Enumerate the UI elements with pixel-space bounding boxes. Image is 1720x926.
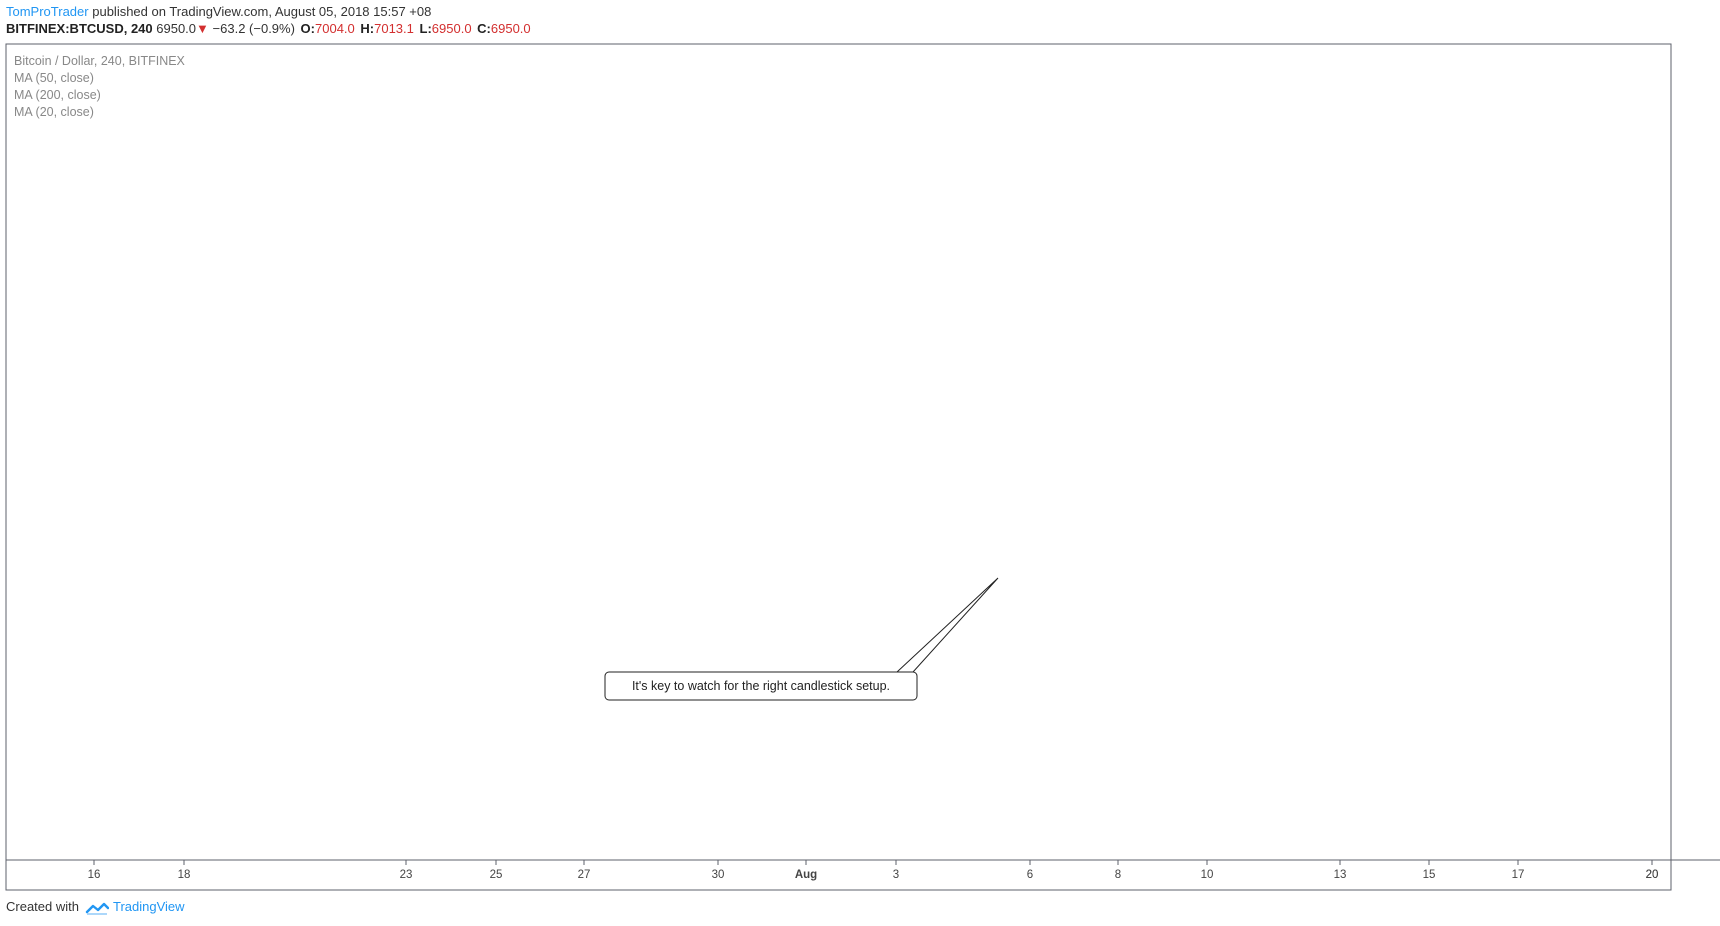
time-tick-label: 25	[490, 869, 503, 881]
tradingview-link[interactable]: TradingView	[112, 899, 185, 914]
callout-text: It's key to watch for the right candlest…	[632, 679, 890, 693]
legend-ma-200: MA (200, close)	[14, 88, 101, 102]
time-tick-label: Aug	[795, 869, 817, 881]
time-tick-label: 3	[893, 869, 899, 881]
close-label: C:	[477, 21, 491, 36]
publish-line: TomProTrader published on TradingView.co…	[6, 4, 431, 19]
time-tick-label: 30	[712, 869, 725, 881]
high-value: 7013.1	[374, 21, 414, 36]
annotations: It's key to watch for the right candlest…	[604, 577, 999, 701]
callout-pointer	[896, 577, 999, 673]
low-value: 6950.0	[431, 21, 472, 36]
high-label: H:	[360, 21, 375, 36]
time-tick-label: 13	[1334, 869, 1347, 881]
time-tick-label: 23	[400, 869, 413, 881]
symbol-line: BITFINEX:BTCUSD, 240 6950.0▼ −63.2 (−0.9…	[6, 21, 531, 36]
open-value: 7004.0	[315, 21, 355, 36]
callout-box[interactable]	[604, 671, 918, 701]
open-label: O:	[300, 21, 315, 36]
time-tick-label: 20	[1646, 869, 1659, 881]
time-tick-label: 15	[1423, 869, 1436, 881]
author-link[interactable]: TomProTrader	[6, 4, 89, 19]
published-text: published on TradingView.com, August 05,…	[92, 4, 432, 19]
time-tick-label: 20	[1646, 869, 1659, 881]
created-with-text: Created with	[6, 899, 79, 914]
plot-frame	[5, 43, 1672, 891]
symbol-label: BITFINEX:BTCUSD, 240	[6, 21, 153, 36]
last-price: 6950.0	[156, 21, 197, 36]
time-tick-label: 27	[578, 869, 591, 881]
triangle-down-icon: ▼	[196, 21, 209, 36]
time-tick-label: 6	[1027, 869, 1033, 881]
legend-ma-20: MA (20, close)	[14, 105, 94, 119]
time-tick-label: 16	[88, 869, 101, 881]
chart-header: TomProTrader published on TradingView.co…	[0, 0, 1720, 40]
time-tick-label: 8	[1115, 869, 1121, 881]
legend-ma-50: MA (50, close)	[14, 71, 94, 85]
change-value: −63.2 (−0.9%)	[212, 21, 295, 36]
time-tick-label: 10	[1201, 869, 1214, 881]
close-value: 6950.0	[490, 21, 531, 36]
legend-title: Bitcoin / Dollar, 240, BITFINEX	[14, 54, 186, 68]
time-tick-label: 18	[178, 869, 191, 881]
tradingview-cloud-icon	[85, 902, 110, 915]
chart-legend: Bitcoin / Dollar, 240, BITFINEX MA (50, …	[14, 54, 186, 119]
time-tick-label: 17	[1512, 869, 1525, 881]
footer: Created with TradingView	[6, 899, 185, 915]
low-label: L:	[419, 21, 432, 36]
